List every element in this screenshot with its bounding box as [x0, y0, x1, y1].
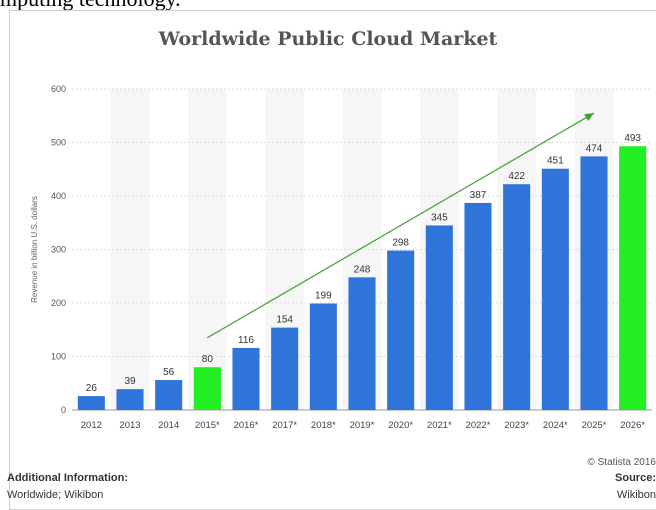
preceding-text-fragment: mputing technology. [0, 0, 181, 10]
x-tick-label: 2017* [272, 420, 297, 431]
bar [116, 389, 144, 410]
trend-arrow-head [584, 113, 594, 122]
y-tick-label: 0 [61, 405, 66, 415]
x-tick-label: 2024* [543, 420, 568, 431]
bar-value-label: 199 [315, 291, 332, 302]
x-tick-label: 2018* [311, 420, 336, 431]
y-tick-label: 400 [51, 191, 66, 201]
bar-value-label: 154 [276, 315, 293, 326]
bar [464, 202, 492, 410]
bar-value-label: 39 [124, 376, 136, 387]
bar-value-label: 345 [431, 212, 448, 223]
bar [271, 327, 299, 410]
bar [77, 396, 105, 410]
bar [503, 184, 531, 410]
bar-value-label: 26 [86, 383, 98, 394]
statista-credit: © Statista 2016 [587, 457, 656, 468]
x-tick-label: 2016* [234, 420, 259, 431]
bar-value-label: 493 [624, 133, 641, 144]
x-tick-label: 2015* [195, 420, 220, 431]
x-tick-label: 2014 [158, 420, 179, 431]
x-tick-label: 2022* [466, 420, 491, 431]
y-tick-label: 100 [51, 352, 66, 362]
y-tick-label: 600 [51, 84, 66, 94]
bar-value-label: 422 [508, 171, 525, 182]
chart-title: Worldwide Public Cloud Market [158, 28, 498, 50]
y-tick-label: 200 [51, 298, 66, 308]
bar-value-label: 387 [470, 190, 487, 201]
x-tick-label: 2012 [81, 420, 102, 431]
additional-info-label: Additional Information: [7, 472, 128, 484]
bar-value-label: 248 [354, 264, 371, 275]
bar [580, 156, 608, 410]
bar [193, 367, 221, 410]
bar-value-label: 80 [202, 354, 214, 365]
source-text: Wikibon [616, 489, 656, 501]
bar-value-label: 56 [163, 367, 175, 378]
bar [232, 347, 260, 410]
bar [348, 277, 376, 410]
x-tick-label: 2025* [582, 420, 607, 431]
bar [425, 225, 453, 410]
bar [541, 168, 569, 410]
y-tick-label: 500 [51, 138, 66, 148]
source-label: Source: [615, 472, 656, 484]
x-tick-label: 2021* [427, 420, 452, 431]
bar [309, 303, 337, 410]
x-tick-label: 2013 [119, 420, 140, 431]
x-tick-label: 2019* [350, 420, 375, 431]
y-tick-label: 300 [51, 245, 66, 255]
x-tick-label: 2020* [388, 420, 413, 431]
bar-value-label: 474 [586, 143, 603, 154]
bar-value-label: 298 [392, 238, 409, 249]
bar [387, 250, 415, 410]
bar [619, 146, 647, 410]
x-tick-label: 2026* [620, 420, 645, 431]
bar-value-label: 451 [547, 156, 564, 167]
trend-arrow-line [207, 112, 595, 339]
additional-info-text: Worldwide; Wikibon [7, 489, 104, 501]
x-tick-label: 2023* [504, 420, 529, 431]
bar-value-label: 116 [238, 335, 254, 346]
bar [155, 380, 183, 410]
y-axis-title: Revenue in billion U.S. dollars [30, 196, 39, 303]
